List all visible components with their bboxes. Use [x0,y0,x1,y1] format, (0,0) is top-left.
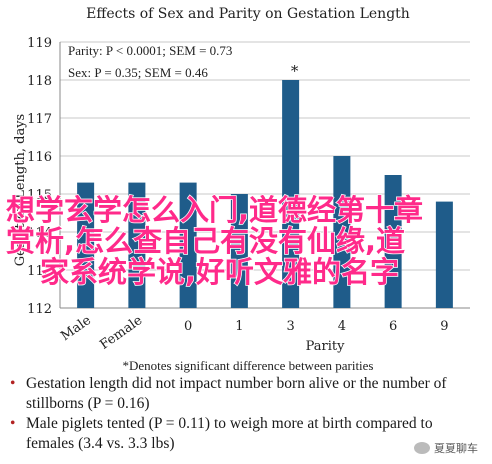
note-item: • Male piglets tented (P = 0.11) to weig… [10,414,480,454]
y-tick-label: 119 [27,36,52,51]
x-tick-labels: Male Female 0 1 3 4 6 9 [58,313,448,353]
bar-6 [384,175,402,308]
x-axis-label: Parity [306,339,346,354]
note-text: Gestation length did not impact number b… [26,375,447,412]
wechat-icon [414,442,430,454]
svg-text:想学玄学怎么入门,道德经第十章: 想学玄学怎么入门,道德经第十章 [6,193,423,227]
svg-text:赏析,怎么查自己有没有仙缘,道: 赏析,怎么查自己有没有仙缘,道 [6,224,405,258]
y-axis-label: Gestation Length, days [13,114,28,266]
y-tick-label: 113 [27,264,52,279]
y-tick-label: 117 [27,112,52,127]
grid-lines [59,41,470,309]
x-tick-label: 9 [440,319,448,334]
watermark-text: 夏夏聊车 [434,442,478,455]
notes-list: • Gestation length did not impact number… [10,374,480,454]
note-item: • Gestation length did not impact number… [10,374,480,414]
x-tick-label: Male [58,313,94,344]
bar-male [77,182,95,308]
y-tick-label: 114 [27,226,52,241]
x-tick-label: 0 [184,319,192,334]
bars-group [77,80,453,308]
bar-female [128,182,146,308]
x-tick-label: Female [97,313,145,353]
stat-parity: Parity: P < 0.0001; SEM = 0.73 [68,43,232,58]
bar-9 [435,201,453,308]
stat-sex: Sex: P = 0.35; SEM = 0.46 [68,65,208,80]
bar-3 [282,80,300,308]
watermark: 夏夏聊车 [414,440,478,456]
y-tick-label: 116 [27,150,52,165]
y-tick-label: 112 [27,302,52,317]
bullet-icon: • [10,375,16,392]
x-tick-label: 4 [338,319,346,334]
x-tick-label: 1 [235,319,243,334]
bar-4 [333,156,351,308]
y-tick-label: 118 [27,74,52,89]
bar-0 [179,182,197,308]
svg-text:家系统学说,好听文雅的名字: 家系统学说,好听文雅的名字 [40,255,399,289]
x-tick-label: 3 [286,319,294,334]
overlay-text: 想学玄学怎么入门,道德经第十章 赏析,怎么查自己有没有仙缘,道 家系统学说,好听… [5,192,424,290]
note-text: Male piglets tented (P = 0.11) to weigh … [26,415,433,452]
y-ticks: 112 113 114 115 116 117 118 119 [27,36,52,317]
y-tick-label: 115 [27,188,52,203]
bar-1 [230,194,248,308]
footnote: *Denotes significant difference between … [123,358,374,373]
bullet-icon: • [10,415,16,432]
x-tick-label: 6 [389,319,397,334]
chart-title: Effects of Sex and Parity on Gestation L… [86,6,410,22]
significance-marker: * [291,62,299,80]
